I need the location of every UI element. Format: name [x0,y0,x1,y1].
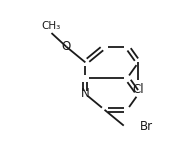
Text: CH₃: CH₃ [42,21,61,31]
Text: Br: Br [140,120,153,133]
Text: Cl: Cl [133,83,144,96]
Text: O: O [62,40,71,53]
Text: N: N [81,88,90,101]
